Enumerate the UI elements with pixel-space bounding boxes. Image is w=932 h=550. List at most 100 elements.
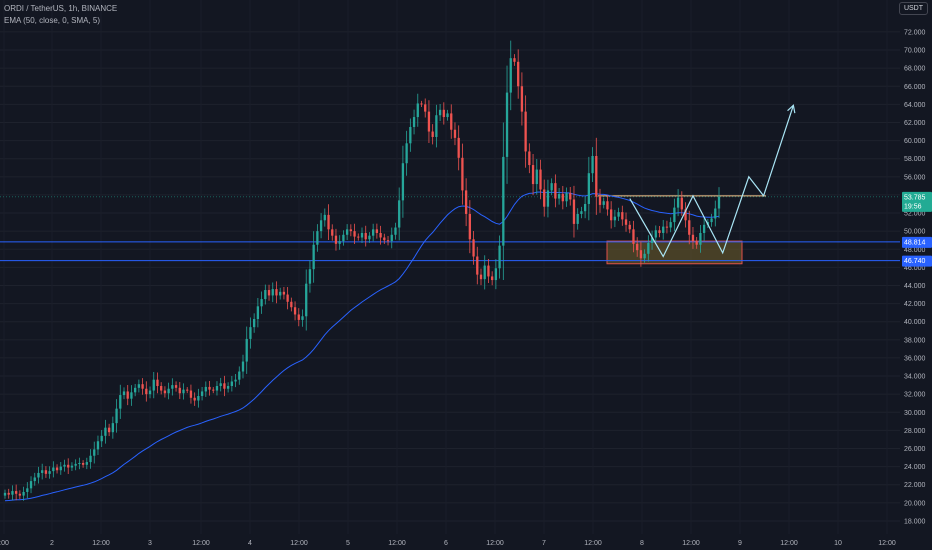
candle-body (654, 230, 657, 238)
candle-body (33, 477, 36, 482)
candle-body (349, 229, 352, 232)
y-tick-label: 18.000 (904, 518, 926, 525)
candle-body (658, 230, 661, 233)
candle-body (386, 240, 390, 242)
candle-body (450, 113, 453, 130)
symbol-info[interactable]: ORDI / TetherUS, 1h, BINANCE (4, 4, 118, 13)
chart-legend: ORDI / TetherUS, 1h, BINANCE EMA (50, cl… (4, 3, 117, 27)
candle-body (234, 379, 237, 382)
candle-body (487, 265, 490, 277)
candle-body (342, 234, 345, 242)
price-axis-bg[interactable] (900, 0, 932, 550)
time-axis-bg[interactable] (0, 534, 932, 550)
candle-body (472, 239, 475, 257)
candle-body (204, 386, 207, 392)
projection-arrow-head (787, 104, 796, 114)
candle-body (587, 173, 590, 204)
candle-body (520, 86, 524, 112)
candle-body (383, 237, 386, 241)
candle-body (476, 256, 479, 275)
x-tick-label: 12:00 (290, 540, 308, 547)
candle-body (111, 423, 114, 433)
candle-body (517, 61, 520, 87)
candle-body (219, 383, 222, 387)
x-tick-label: 4 (248, 540, 252, 547)
candle-body (669, 222, 672, 228)
y-tick-label: 46.000 (904, 265, 926, 272)
candle-body (617, 212, 620, 217)
candle-body (717, 196, 721, 209)
level-badge (902, 255, 932, 267)
candle-body (182, 389, 185, 394)
candle-body (569, 193, 572, 200)
candle-body (405, 143, 408, 164)
candle-body (438, 109, 442, 116)
x-tick-label: 3 (148, 540, 152, 547)
candle-body (44, 470, 48, 474)
candle-body (267, 290, 271, 296)
candle-body (431, 131, 434, 137)
candle-body (632, 229, 635, 244)
candle-body (398, 200, 401, 228)
candle-body (297, 314, 300, 320)
y-tick-label: 28.000 (904, 428, 926, 435)
candle-body (453, 129, 457, 138)
candle-body (78, 462, 81, 464)
y-tick-label: 40.000 (904, 319, 926, 326)
candle-body (606, 201, 609, 210)
x-tick-label: :00 (0, 540, 9, 547)
current-price-badge-text: 19:56 (904, 203, 922, 210)
candle-body (688, 220, 691, 235)
candle-body (543, 189, 546, 207)
candle-body (119, 395, 122, 409)
candle-body (171, 385, 174, 389)
candle-body (104, 427, 107, 436)
candle-body (26, 488, 29, 492)
candle-body (457, 137, 460, 158)
candle-body (628, 224, 631, 230)
level-badge-text: 46.740 (904, 258, 926, 265)
candle-body (636, 243, 639, 251)
candle-body (197, 395, 200, 401)
candle-body (502, 156, 505, 246)
candle-body (174, 385, 178, 388)
x-tick-label: 12:00 (584, 540, 602, 547)
candle-body (539, 169, 542, 190)
candle-body (394, 227, 397, 235)
candle-body (353, 231, 356, 237)
x-tick-label: 2 (50, 540, 54, 547)
candle-body (41, 470, 44, 473)
y-tick-label: 24.000 (904, 464, 926, 471)
candle-body (130, 392, 133, 399)
candle-body (100, 435, 103, 442)
candle-body (312, 244, 315, 270)
y-tick-label: 64.000 (904, 102, 926, 109)
candle-body (301, 316, 304, 320)
candle-body (141, 384, 144, 389)
y-tick-label: 52.000 (904, 211, 926, 218)
candle-body (468, 213, 471, 240)
x-tick-label: 5 (346, 540, 350, 547)
candle-body (372, 229, 375, 236)
y-tick-label: 44.000 (904, 283, 926, 290)
candle-body (271, 289, 274, 296)
candle-body (412, 117, 416, 128)
candle-body (308, 269, 312, 284)
candle-body (360, 232, 364, 238)
candle-body (684, 209, 687, 221)
indicator-info[interactable]: EMA (50, close, 0, SMA, 5) (4, 16, 101, 25)
candle-body (702, 224, 706, 233)
candle-body (59, 466, 62, 471)
candle-body (167, 388, 170, 394)
candle-body (554, 183, 557, 199)
y-tick-label: 66.000 (904, 84, 926, 91)
candle-body (424, 104, 427, 112)
currency-button[interactable]: USDT (898, 2, 928, 15)
candle-body (483, 265, 486, 280)
current-price-badge-text: 53.785 (904, 194, 926, 201)
candle-body (241, 361, 245, 372)
candle-body (178, 387, 181, 394)
candle-body (565, 193, 568, 202)
y-tick-label: 22.000 (904, 482, 926, 489)
